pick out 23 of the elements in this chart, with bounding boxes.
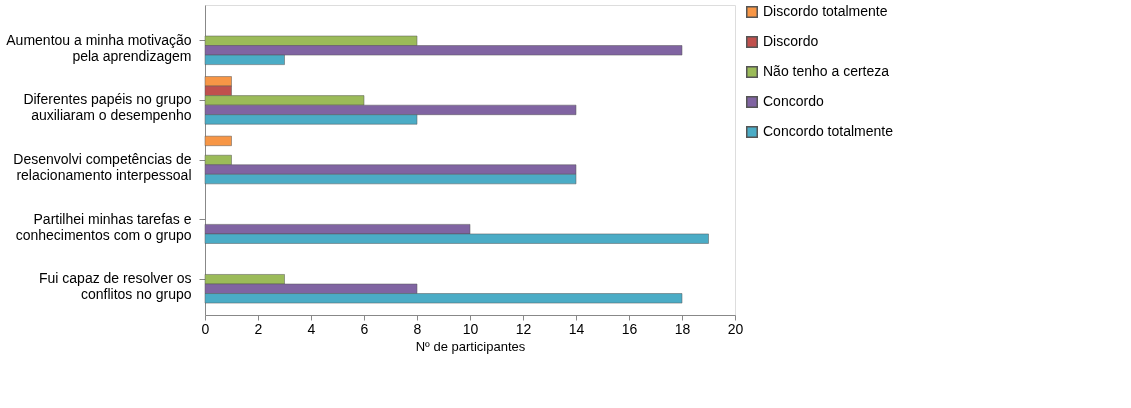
legend-label: Discordo totalmente <box>763 3 888 19</box>
legend-label: Concordo <box>763 93 824 109</box>
y-tick-label: Aumentou a minha motivação pela aprendizagem <box>6 31 192 64</box>
legend-label: Concordo totalmente <box>763 123 894 139</box>
x-tick-label: 18 <box>674 320 691 337</box>
x-tick-label: 2 <box>254 320 263 337</box>
legend-label: Discordo <box>763 33 819 49</box>
y-tick-label: Desenvolvi competências de relacionamento interpessoal <box>13 151 192 183</box>
x-tick-label: 0 <box>201 320 210 337</box>
x-tick-label: 6 <box>360 320 369 337</box>
legend-label: Não tenho a certeza <box>763 63 890 79</box>
x-tick-label: 14 <box>568 320 585 337</box>
x-axis-title: Nº de participantes <box>415 338 526 354</box>
x-tick-label: 4 <box>307 320 316 337</box>
x-tick-label: 8 <box>413 320 422 337</box>
x-tick-label: 20 <box>727 320 744 337</box>
x-tick-label: 16 <box>621 320 638 337</box>
y-tick-label: Diferentes papéis no grupo auxiliaram o desempenho <box>23 91 192 124</box>
y-tick-label: Fui capaz de resolver os conflitos no grupo <box>38 270 192 303</box>
y-tick-label: Partilhei minhas tarefas e conhecimentos com o grupo <box>15 210 192 243</box>
x-tick-label: 10 <box>462 320 479 337</box>
bar <box>204 135 232 146</box>
x-tick-label: 12 <box>515 320 532 337</box>
